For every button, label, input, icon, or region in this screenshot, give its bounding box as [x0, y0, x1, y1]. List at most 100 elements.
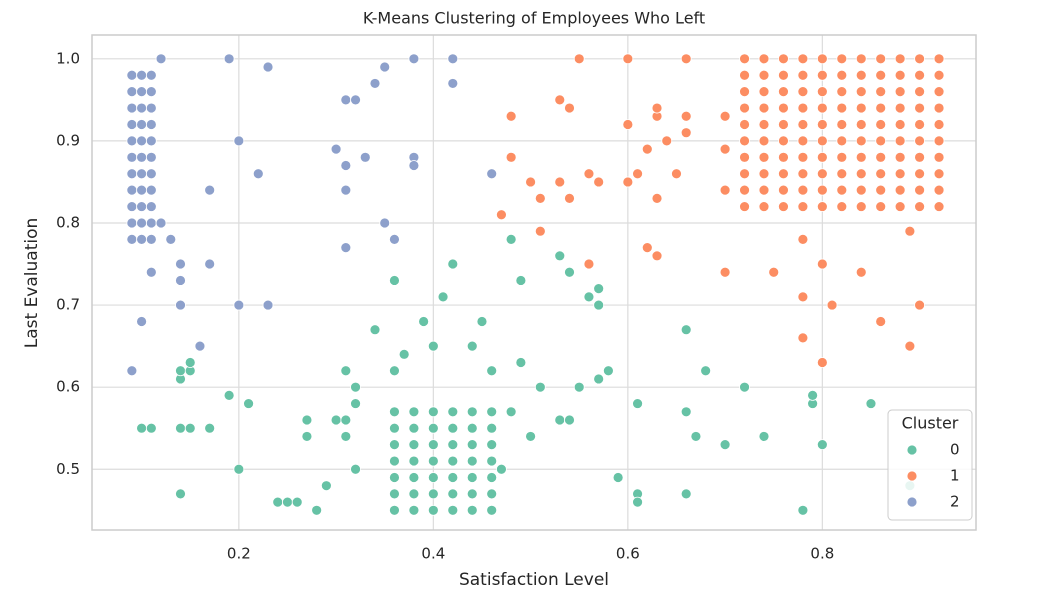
- point: [389, 488, 400, 500]
- point: [340, 431, 352, 442]
- point: [583, 168, 595, 180]
- point: [680, 324, 692, 336]
- point: [855, 184, 867, 196]
- point: [826, 299, 838, 311]
- point: [680, 110, 692, 122]
- point: [194, 340, 206, 352]
- point: [145, 168, 157, 180]
- point: [680, 406, 692, 418]
- point: [486, 168, 498, 180]
- point: [894, 151, 906, 163]
- y-tick-label: 0.5: [56, 460, 80, 478]
- point: [593, 299, 605, 311]
- point: [476, 316, 488, 327]
- point: [836, 201, 848, 212]
- point: [427, 504, 439, 516]
- legend-marker: [906, 470, 918, 482]
- point: [651, 250, 663, 262]
- point: [719, 143, 731, 155]
- point: [447, 504, 459, 516]
- point: [797, 332, 809, 344]
- point: [612, 472, 624, 483]
- point: [758, 151, 770, 163]
- point: [447, 78, 459, 89]
- point: [739, 102, 750, 114]
- legend-label: 0: [950, 441, 960, 459]
- point: [739, 135, 750, 147]
- point: [330, 414, 342, 426]
- x-tick-label: 0.2: [227, 545, 251, 563]
- point: [651, 102, 663, 114]
- point: [262, 299, 274, 311]
- point: [126, 201, 138, 212]
- point: [389, 504, 400, 516]
- point: [894, 69, 906, 81]
- point: [680, 127, 692, 139]
- point: [836, 69, 848, 81]
- point: [340, 414, 352, 426]
- point: [739, 184, 750, 196]
- point: [505, 151, 517, 163]
- point: [136, 135, 147, 147]
- y-tick-label: 0.7: [56, 296, 80, 314]
- point: [145, 201, 157, 212]
- point: [554, 176, 566, 188]
- point: [875, 184, 887, 196]
- point: [301, 414, 313, 426]
- point: [126, 365, 138, 377]
- point: [126, 135, 138, 147]
- point: [233, 463, 245, 475]
- point: [739, 381, 750, 393]
- point: [447, 455, 459, 467]
- point: [340, 94, 352, 106]
- point: [408, 53, 420, 65]
- point: [486, 406, 498, 418]
- point: [836, 102, 848, 114]
- point: [894, 184, 906, 196]
- y-tick-label: 0.6: [56, 378, 80, 396]
- point: [408, 504, 420, 516]
- point: [778, 201, 789, 212]
- point: [933, 135, 945, 147]
- point: [340, 184, 352, 196]
- point: [136, 69, 147, 81]
- point: [145, 217, 157, 229]
- point: [554, 414, 566, 426]
- point: [427, 422, 439, 434]
- point: [136, 86, 147, 98]
- point: [427, 472, 439, 483]
- point: [340, 242, 352, 254]
- point: [136, 184, 147, 196]
- point: [408, 439, 420, 451]
- point: [340, 160, 352, 171]
- point: [564, 102, 575, 114]
- point: [447, 422, 459, 434]
- point: [564, 414, 575, 426]
- point: [350, 381, 361, 393]
- point: [739, 119, 750, 130]
- point: [865, 398, 877, 409]
- point: [894, 102, 906, 114]
- point: [778, 168, 789, 180]
- legend-box: [887, 409, 973, 521]
- point: [894, 119, 906, 130]
- point: [233, 299, 245, 311]
- point: [155, 217, 167, 229]
- point: [894, 86, 906, 98]
- point: [719, 439, 731, 451]
- point: [855, 135, 867, 147]
- point: [145, 69, 157, 81]
- point: [593, 283, 605, 295]
- point: [145, 135, 157, 147]
- point: [933, 168, 945, 180]
- point: [145, 184, 157, 196]
- point: [680, 488, 692, 500]
- point: [126, 119, 138, 130]
- point: [311, 504, 323, 516]
- point: [933, 184, 945, 196]
- point: [680, 53, 692, 65]
- point: [466, 472, 478, 483]
